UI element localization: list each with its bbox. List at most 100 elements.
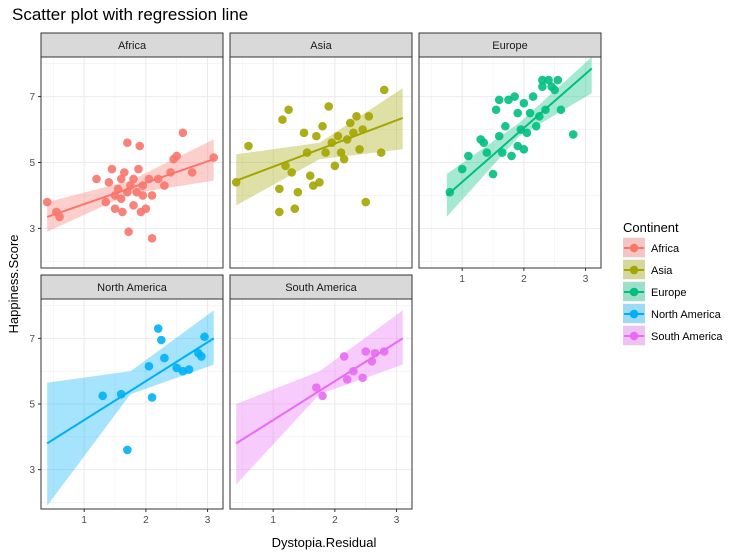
x-tick-label: 2 — [332, 515, 338, 526]
data-point — [160, 353, 169, 363]
data-point — [135, 141, 145, 151]
data-point — [501, 121, 510, 131]
legend-key-point — [629, 265, 639, 275]
data-point — [129, 201, 138, 210]
data-point — [525, 108, 535, 118]
data-point — [361, 197, 371, 207]
regression-line-south-america — [235, 337, 404, 445]
panel-border — [229, 56, 413, 269]
panel-south-america: South America 1 2 3 — [229, 274, 413, 526]
data-point — [464, 151, 473, 161]
legend-key-point — [629, 243, 639, 253]
panel-border — [229, 298, 413, 510]
data-point — [342, 375, 352, 384]
data-point — [556, 105, 566, 115]
data-point — [330, 161, 340, 171]
x-tick-label: 2 — [521, 274, 527, 285]
data-point — [287, 168, 296, 177]
x-tick-label: 2 — [143, 515, 149, 526]
legend-key-point — [629, 309, 639, 319]
data-point — [528, 92, 538, 101]
data-point — [290, 204, 300, 213]
data-point — [101, 197, 111, 207]
panel-asia: Asia — [229, 32, 413, 269]
data-point — [305, 171, 315, 180]
legend-item-europe: Europe — [623, 281, 686, 302]
data-point — [364, 112, 374, 121]
data-point — [550, 85, 560, 95]
y-tick-label: 5 — [29, 158, 35, 169]
data-point — [479, 138, 489, 148]
regression-line-africa — [46, 158, 215, 218]
data-point — [178, 128, 188, 138]
legend-label-north-america: North America — [651, 309, 722, 321]
data-point — [147, 234, 157, 243]
data-point — [507, 151, 516, 161]
data-point — [376, 148, 386, 157]
data-point — [519, 145, 529, 154]
data-point — [355, 145, 364, 154]
data-point — [538, 82, 547, 91]
x-tick-label: 1 — [270, 515, 276, 526]
data-point — [336, 148, 346, 157]
data-point — [568, 130, 578, 139]
strip-europe — [418, 32, 602, 58]
data-point — [98, 391, 107, 401]
data-point — [157, 335, 166, 345]
data-point — [107, 164, 117, 174]
data-point — [187, 168, 197, 177]
regression-line-europe — [446, 67, 593, 197]
data-point — [141, 204, 151, 213]
data-point — [457, 164, 467, 174]
data-point — [104, 177, 114, 187]
data-point — [118, 207, 127, 217]
data-point — [275, 184, 284, 194]
y-tick-label: 3 — [29, 465, 35, 476]
confidence-band-asia — [236, 88, 403, 206]
data-point — [318, 121, 327, 131]
data-point — [134, 164, 143, 174]
y-axis-title: Happiness.Score — [6, 235, 21, 334]
data-point — [312, 383, 321, 392]
data-point — [312, 131, 321, 141]
data-point — [299, 128, 309, 138]
data-point — [361, 347, 371, 356]
data-point — [346, 118, 355, 128]
data-point — [116, 194, 126, 204]
data-point — [275, 207, 284, 217]
data-point — [358, 373, 367, 383]
strip-label-africa: Africa — [118, 40, 147, 52]
panels-group: Africa 3 5 7 Asia Europe 1 2 3 North America 3 5 7 1 2… — [29, 32, 602, 526]
data-point — [321, 148, 330, 157]
data-point — [184, 365, 194, 374]
strip-label-north-america: North America — [97, 282, 168, 294]
data-point — [144, 361, 154, 371]
panel-europe: Europe 1 2 3 — [418, 32, 602, 285]
x-tick-label: 3 — [205, 515, 211, 526]
data-point — [513, 108, 523, 118]
confidence-band-north-america — [47, 310, 214, 506]
data-point — [129, 174, 138, 184]
strip-label-asia: Asia — [310, 40, 332, 52]
data-point — [147, 191, 157, 200]
legend: Continent Africa Asia Europe North America S… — [623, 220, 723, 346]
y-tick-label: 5 — [29, 400, 35, 411]
x-tick-label: 3 — [583, 274, 589, 285]
y-tick-label: 7 — [29, 92, 35, 103]
regression-line-north-america — [46, 337, 215, 445]
data-point — [153, 324, 163, 333]
data-point — [147, 393, 157, 402]
data-point — [278, 115, 287, 124]
x-tick-label: 3 — [394, 515, 400, 526]
legend-title: Continent — [623, 220, 679, 235]
panel-border — [418, 56, 602, 269]
data-point — [116, 174, 126, 184]
data-point — [333, 131, 343, 141]
data-point — [491, 105, 501, 115]
data-point — [482, 148, 492, 157]
data-point — [544, 75, 553, 85]
y-tick-label: 3 — [29, 224, 35, 235]
data-point — [55, 212, 64, 222]
data-point — [379, 85, 389, 95]
